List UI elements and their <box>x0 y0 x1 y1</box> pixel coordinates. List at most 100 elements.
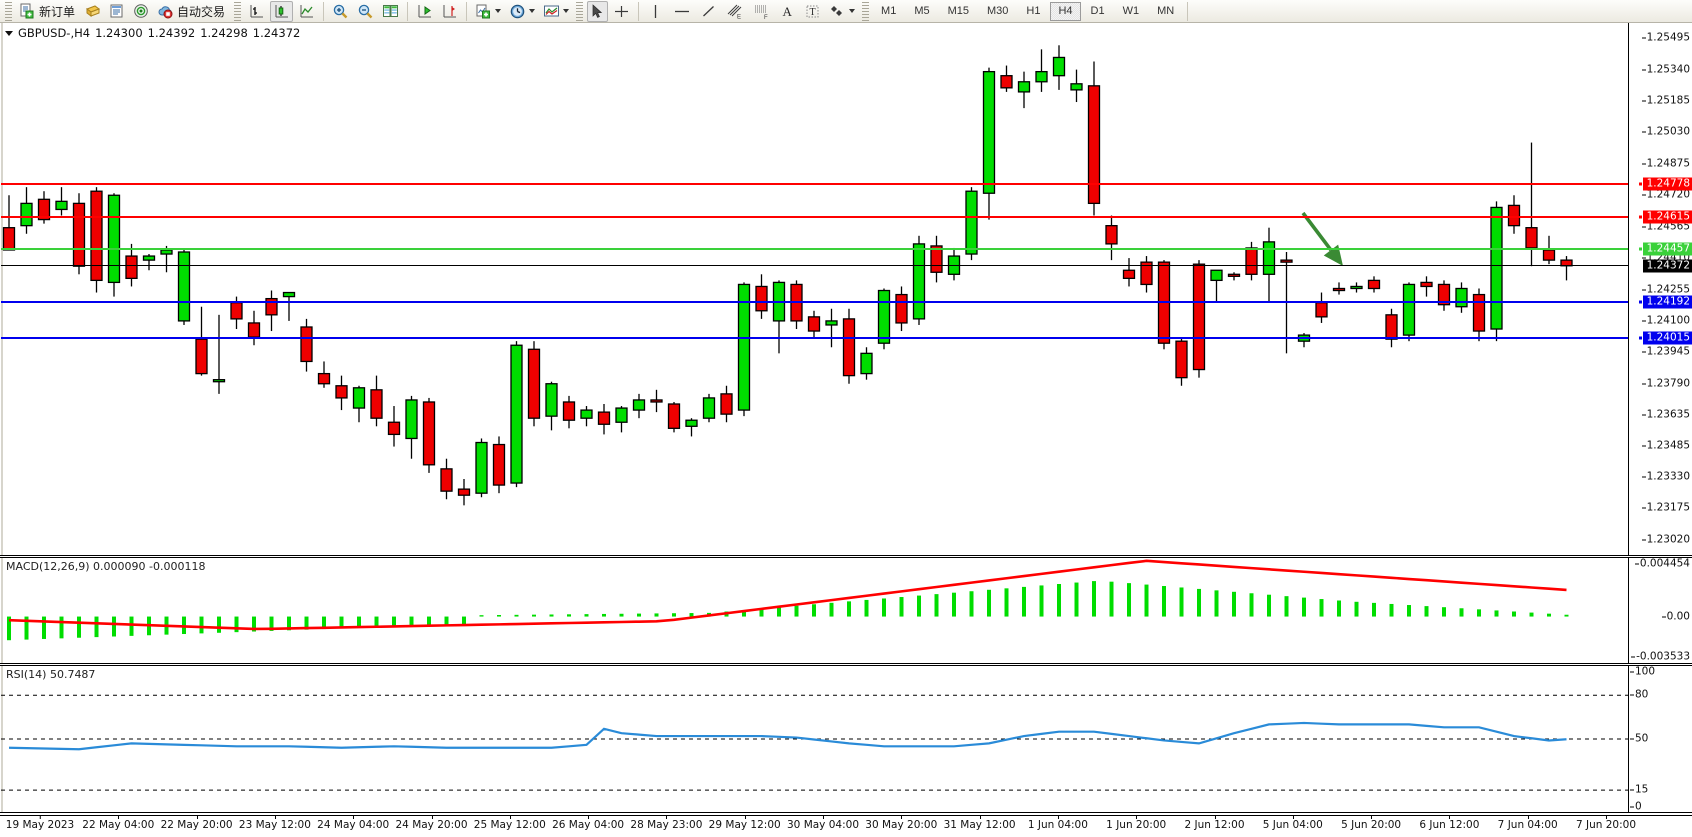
level-handle[interactable] <box>1637 214 1643 220</box>
timeframe-button-m30[interactable]: M30 <box>987 5 1009 17</box>
price-tick: 1.23175 <box>1641 502 1690 514</box>
toolbar-separator-4 <box>638 1 640 21</box>
navigator-button[interactable] <box>130 1 152 22</box>
price-pane[interactable]: 1.25495 1.25340 1.25185 1.25030 1.24875 1.247… <box>0 23 1692 556</box>
resistance-line-2-label[interactable]: 1.24615 <box>1637 210 1692 224</box>
price-axis[interactable]: 1.25495 1.25340 1.25185 1.25030 1.24875 1.247… <box>1629 23 1692 555</box>
shapes-button[interactable] <box>826 1 858 22</box>
price-tick: 1.23635 <box>1641 409 1690 421</box>
toolbar-grip-1[interactable] <box>5 1 12 21</box>
resistance-line-2[interactable] <box>1 215 1628 218</box>
level-handle[interactable] <box>1637 335 1643 341</box>
rsi-plot-area[interactable] <box>1 666 1629 812</box>
resistance-line-1[interactable] <box>1 182 1628 185</box>
history-button[interactable] <box>82 1 104 22</box>
clock-icon <box>510 4 525 18</box>
chart-container[interactable]: GBPUSD-,H4 1.24300 1.24392 1.24298 1.243… <box>0 23 1692 837</box>
toolbar-grip-3[interactable] <box>576 1 584 21</box>
period-button[interactable] <box>506 1 538 22</box>
toolbar-grip-4[interactable] <box>862 1 870 21</box>
macd-chart <box>7 559 1569 641</box>
timeframe-button-h4[interactable]: H4 <box>1050 1 1081 21</box>
templates-button[interactable] <box>540 1 572 22</box>
data-window-icon <box>110 4 123 18</box>
timeframe-button-m15[interactable]: M15 <box>947 5 969 17</box>
auto-scroll-button[interactable] <box>413 1 436 22</box>
current-price-line-label[interactable]: 1.24372 <box>1642 259 1692 273</box>
level-handle[interactable] <box>1637 246 1643 252</box>
svg-text:A: A <box>783 4 793 19</box>
toolbar-grip-2[interactable] <box>234 1 242 21</box>
macd-tick: 0.00 <box>1661 611 1690 622</box>
zoom-in-icon <box>333 4 348 18</box>
period-chevron-down-icon[interactable] <box>529 9 536 13</box>
zoom-in-button[interactable] <box>329 1 352 22</box>
time-tick: 26 May 04:00 <box>552 815 624 831</box>
time-tick: 2 Jun 12:00 <box>1184 815 1245 831</box>
new-order-button[interactable]: 新订单 <box>16 1 80 22</box>
cursor-button[interactable] <box>587 0 609 22</box>
level-handle[interactable] <box>1637 181 1643 186</box>
timeframe-button-m5[interactable]: M5 <box>914 5 930 17</box>
candlestick-chart-button[interactable] <box>270 0 294 22</box>
timeframe-button-m1[interactable]: M1 <box>881 5 897 17</box>
price-tick: 1.24720 <box>1641 189 1690 201</box>
shapes-chevron-down-icon[interactable] <box>849 9 856 13</box>
crosshair-button[interactable] <box>610 1 633 22</box>
pane-left-edge <box>0 23 4 555</box>
blue-line-1[interactable] <box>1 301 1628 304</box>
horizontal-line-button[interactable] <box>669 1 695 22</box>
symbol-low: 1.24298 <box>200 26 248 40</box>
time-tick: 28 May 23:00 <box>630 815 702 831</box>
line-chart-button[interactable] <box>295 1 318 22</box>
grid-icon <box>383 4 399 17</box>
auto-trading-button[interactable]: 自动交易 <box>154 1 230 22</box>
support-line-green-label[interactable]: 1.24457 <box>1637 242 1692 256</box>
trendline-button[interactable] <box>697 1 720 22</box>
time-tick: 6 Jun 12:00 <box>1419 815 1479 831</box>
grid-button[interactable] <box>379 1 402 22</box>
current-price-line[interactable] <box>1 264 1628 266</box>
price-plot-area[interactable] <box>1 23 1629 555</box>
timeframe-button-w1[interactable]: W1 <box>1122 5 1140 17</box>
macd-tick: 0.004454 <box>1634 558 1690 570</box>
new-order-label: 新订单 <box>39 4 76 19</box>
add-indicator-chevron-down-icon[interactable] <box>495 9 502 13</box>
bar-chart-button[interactable] <box>245 1 268 22</box>
time-axis[interactable]: 19 May 2023 22 May 04:00 22 May 20:00 23 Ma… <box>0 815 1692 837</box>
fibonacci-retracement-button[interactable]: F <box>749 1 774 22</box>
cursor-icon <box>592 3 603 18</box>
zoom-out-button[interactable] <box>354 1 377 22</box>
blue-line-2-label[interactable]: 1.24015 <box>1637 331 1692 345</box>
price-tick: 1.24875 <box>1641 158 1690 169</box>
data-window-button[interactable] <box>106 1 128 22</box>
timeframe-button-d1[interactable]: D1 <box>1090 5 1105 17</box>
price-tick: 1.24410 <box>1641 252 1690 264</box>
text-label-button[interactable]: T <box>801 1 824 22</box>
toolbar-separator-1 <box>323 1 325 21</box>
line-chart-icon <box>300 4 314 17</box>
equidistant-channel-button[interactable]: E <box>722 1 747 22</box>
crosshair-icon <box>615 5 629 17</box>
macd-title: MACD(12,26,9) 0.000090 -0.000118 <box>6 560 206 573</box>
macd-plot-area[interactable] <box>1 558 1629 663</box>
timeframe-button-mn[interactable]: MN <box>1157 5 1175 17</box>
resistance-line-1-label[interactable]: 1.24778 <box>1637 177 1692 190</box>
text-button[interactable]: A <box>776 1 799 22</box>
history-icon <box>85 5 101 17</box>
macd-pane[interactable]: MACD(12,26,9) 0.000090 -0.000118 0.00445… <box>0 557 1692 664</box>
chart-shift-button[interactable] <box>438 1 461 22</box>
chart-menu-triangle-icon[interactable] <box>5 30 13 36</box>
timeframe-button-h1[interactable]: H1 <box>1026 5 1041 17</box>
rsi-pane[interactable]: RSI(14) 50.7487 100 80 50 15 0 <box>0 665 1692 813</box>
equidistant-channel-icon: E <box>727 4 742 20</box>
blue-line-1-label[interactable]: 1.24192 <box>1637 295 1692 309</box>
level-handle[interactable] <box>1637 299 1643 305</box>
templates-chevron-down-icon[interactable] <box>563 9 570 13</box>
trendline-icon <box>703 5 714 16</box>
blue-line-2[interactable] <box>1 337 1628 340</box>
support-line-green[interactable] <box>1 247 1628 250</box>
add-indicator-button[interactable] <box>472 1 504 22</box>
shapes-icon <box>831 5 843 16</box>
vertical-line-button[interactable] <box>644 1 667 22</box>
